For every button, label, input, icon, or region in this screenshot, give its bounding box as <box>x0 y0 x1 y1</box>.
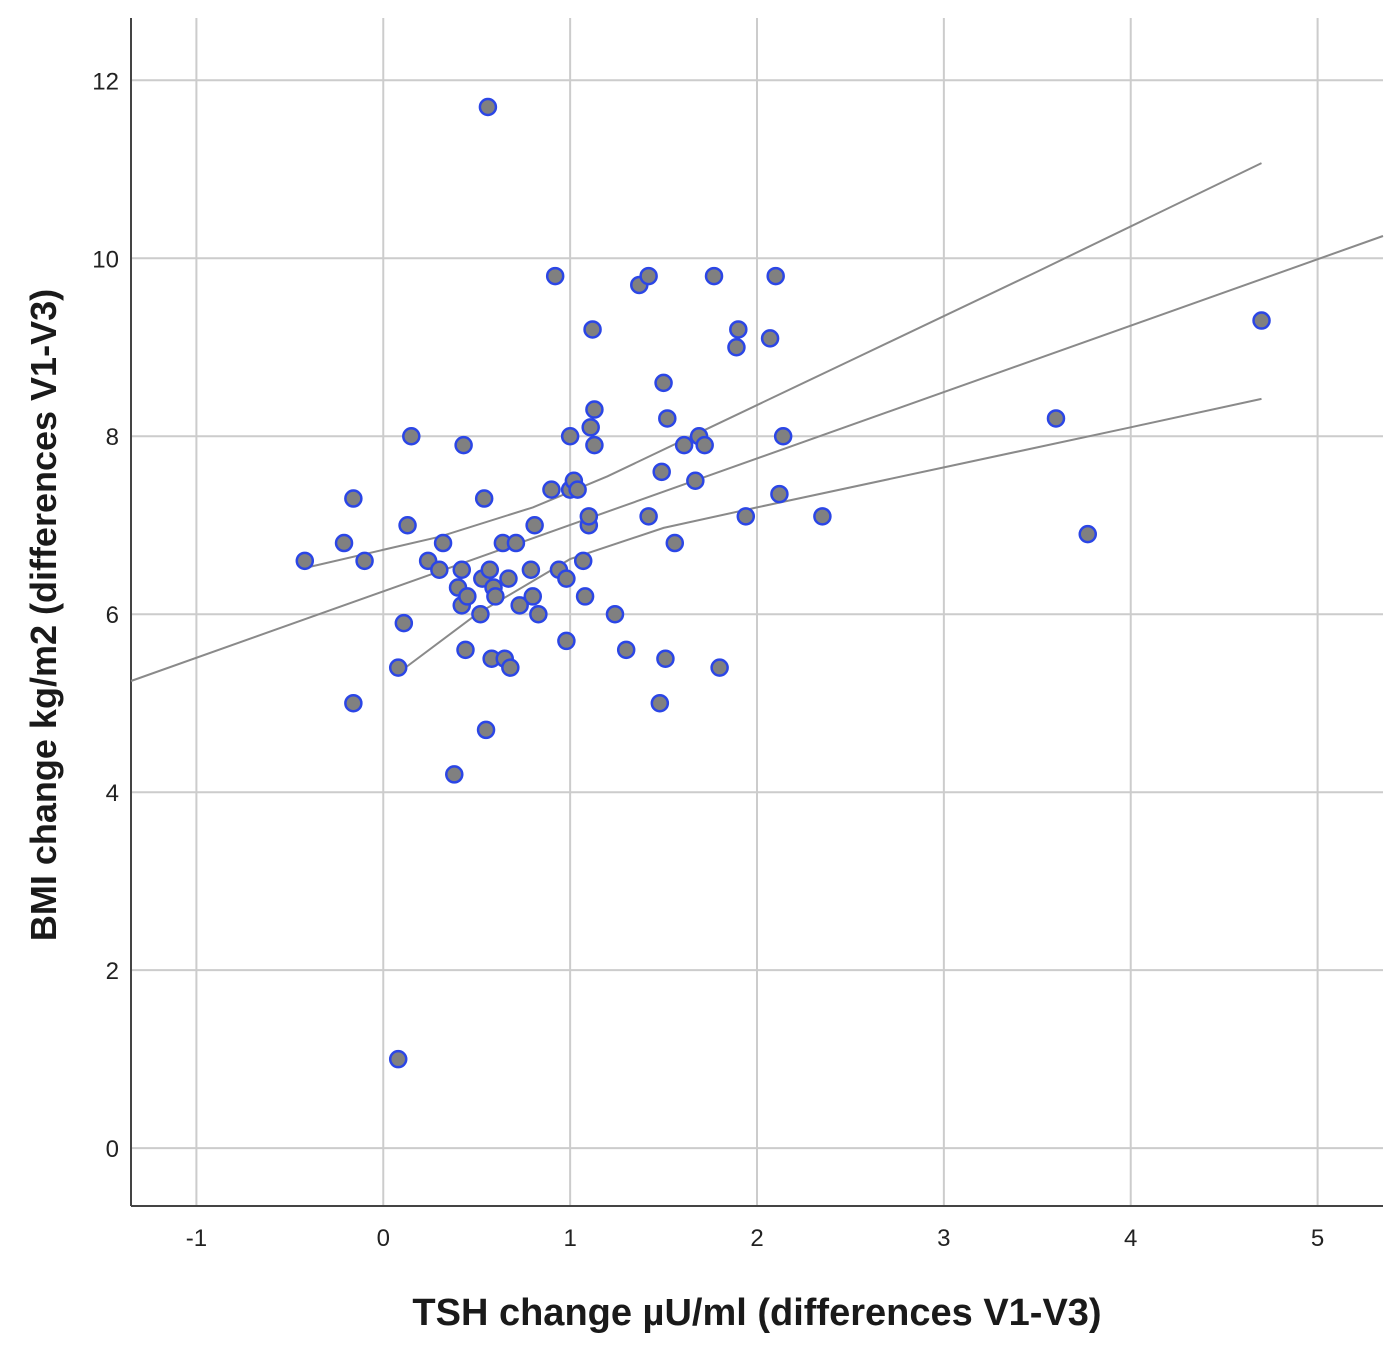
data-point <box>760 329 780 348</box>
data-point <box>295 551 315 571</box>
data-point <box>650 693 670 713</box>
y-tick-label: 2 <box>106 958 119 985</box>
data-point <box>334 533 354 553</box>
data-point <box>573 551 593 571</box>
data-point <box>458 587 477 606</box>
data-point <box>454 435 473 455</box>
data-point <box>585 435 604 455</box>
data-point <box>471 604 490 624</box>
data-point <box>652 462 671 482</box>
x-tick-label: 5 <box>1311 1225 1324 1252</box>
data-point <box>585 400 604 419</box>
x-axis-title: TSH change µU/ml (differences V1-V3) <box>412 1292 1101 1334</box>
ci-upper-line <box>304 162 1262 569</box>
y-tick-label: 0 <box>106 1136 119 1163</box>
data-point <box>1252 311 1271 330</box>
data-point <box>542 480 561 499</box>
data-point <box>727 338 746 357</box>
y-axis-title: BMI change kg/m2 (differences V1-V3) <box>23 289 64 941</box>
data-point <box>402 426 421 446</box>
data-point <box>605 604 625 624</box>
data-point <box>521 560 541 579</box>
y-tick-label: 6 <box>106 602 119 629</box>
data-point <box>729 320 748 339</box>
y-tick-label: 8 <box>106 424 119 451</box>
data-point <box>575 587 595 606</box>
data-point <box>639 266 658 286</box>
data-point <box>557 631 576 651</box>
data-point <box>583 320 602 339</box>
data-point <box>456 640 475 660</box>
data-point <box>344 693 363 713</box>
data-point <box>501 658 520 677</box>
data-point <box>766 266 785 286</box>
data-point <box>344 489 363 508</box>
data-point <box>695 435 714 455</box>
data-point <box>523 587 543 606</box>
data-point <box>388 1049 408 1069</box>
data-point <box>736 507 756 526</box>
data-point <box>674 435 694 455</box>
data-point <box>704 266 724 286</box>
data-point <box>639 507 658 526</box>
data-point <box>1046 409 1066 428</box>
data-point <box>355 551 374 571</box>
data-point <box>656 649 675 668</box>
data-point <box>510 596 529 615</box>
data-point <box>579 507 599 526</box>
data-point <box>394 613 414 633</box>
data-point <box>560 426 580 446</box>
x-tick-label: 2 <box>750 1225 763 1252</box>
data-point <box>430 560 449 579</box>
data-points <box>295 97 1271 1069</box>
y-tick-label: 10 <box>92 246 119 273</box>
data-point <box>525 515 544 535</box>
data-point <box>478 97 498 117</box>
x-tick-label: 4 <box>1124 1225 1137 1252</box>
data-point <box>813 507 832 526</box>
data-point <box>616 640 636 660</box>
data-point <box>654 373 673 393</box>
data-point <box>529 604 548 624</box>
data-point <box>506 533 526 553</box>
data-point <box>452 560 472 579</box>
data-point <box>710 658 729 677</box>
data-point <box>581 418 600 437</box>
x-tick-label: 3 <box>937 1225 950 1252</box>
data-point <box>398 515 417 535</box>
data-point <box>557 569 576 588</box>
data-point <box>545 266 565 286</box>
data-point <box>499 569 518 588</box>
x-tick-label: 1 <box>563 1225 576 1252</box>
x-tick-label: -1 <box>186 1225 207 1252</box>
axes <box>130 18 1383 1207</box>
x-tick-label: 0 <box>377 1225 390 1252</box>
data-point <box>1078 524 1098 544</box>
data-point <box>658 409 677 428</box>
grid <box>131 18 1383 1206</box>
data-point <box>433 533 453 553</box>
data-point <box>388 658 408 677</box>
data-point <box>770 484 789 504</box>
data-point <box>480 560 500 579</box>
y-tick-label: 4 <box>106 780 119 807</box>
data-point <box>476 720 496 740</box>
data-point <box>445 765 464 784</box>
y-tick-label: 12 <box>92 68 119 95</box>
data-point <box>686 471 705 490</box>
data-point <box>568 480 587 499</box>
data-point <box>773 426 793 446</box>
data-point <box>474 489 494 508</box>
data-point <box>486 587 505 606</box>
regression-line <box>130 235 1384 682</box>
data-point <box>665 533 685 553</box>
ci-lower-line <box>397 397 1262 674</box>
